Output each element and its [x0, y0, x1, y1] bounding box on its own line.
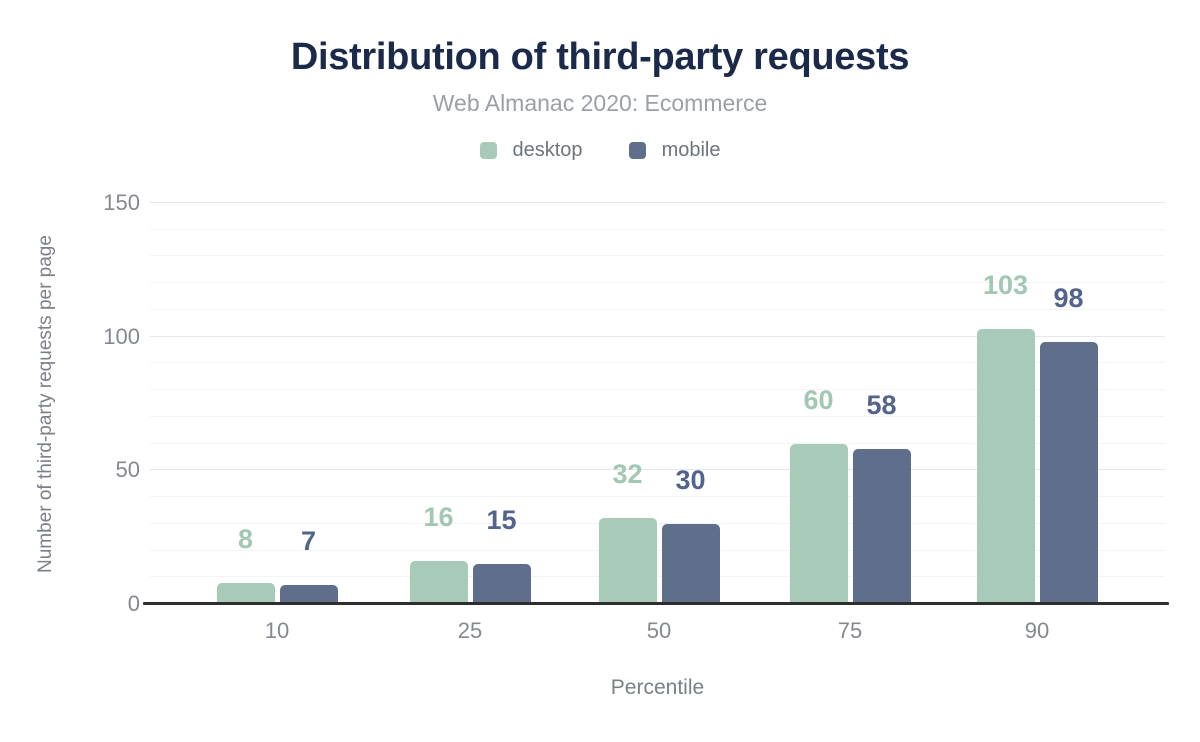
- gridline-y-80: [150, 389, 1165, 391]
- gridline-y-140: [150, 228, 1165, 230]
- bar-value-desktop-p10: 8: [237, 524, 254, 554]
- bar-value-mobile-p50: 30: [675, 465, 706, 495]
- legend: desktop mobile: [0, 139, 1200, 162]
- y-axis-tick-labels: 0 50 100 150: [0, 0, 140, 742]
- bar-mobile-p75[interactable]: [852, 449, 911, 604]
- bar-value-desktop-p90: 103: [982, 270, 1029, 300]
- gridline-y-20: [150, 549, 1165, 551]
- x-axis-title: Percentile: [610, 676, 705, 699]
- gridline-y-40: [150, 496, 1165, 498]
- x-tick-10: 10: [264, 618, 290, 643]
- bar-value-mobile-p75: 58: [866, 390, 897, 420]
- bar-mobile-p50[interactable]: [661, 524, 720, 604]
- bar-value-desktop-p75: 60: [803, 385, 834, 415]
- gridline-y-100: [150, 335, 1165, 337]
- bar-desktop-p25[interactable]: [409, 561, 468, 604]
- bar-mobile-p90[interactable]: [1039, 342, 1098, 604]
- chart-subtitle: Web Almanac 2020: Ecommerce: [432, 90, 768, 116]
- gridline-y-60: [150, 442, 1165, 444]
- chart-title: Distribution of third-party requests: [290, 36, 910, 78]
- bar-desktop-p90[interactable]: [976, 329, 1035, 604]
- gridline-y-130: [150, 255, 1165, 257]
- bar-value-mobile-p10: 7: [300, 526, 317, 556]
- desktop-series-swatch: [479, 142, 497, 159]
- gridline-y-10: [150, 576, 1165, 578]
- y-tick-100: 100: [103, 323, 140, 349]
- x-tick-25: 25: [457, 618, 483, 643]
- bar-desktop-p75[interactable]: [789, 444, 848, 604]
- mobile-series-swatch: [628, 142, 646, 159]
- bar-mobile-p25[interactable]: [472, 564, 531, 604]
- legend-label-desktop: desktop: [512, 139, 583, 161]
- legend-label-mobile: mobile: [661, 139, 721, 161]
- gridline-y-70: [150, 415, 1165, 417]
- gridline-y-90: [150, 362, 1165, 364]
- bar-desktop-p50[interactable]: [598, 518, 657, 604]
- bar-mobile-p10[interactable]: [279, 585, 338, 604]
- gridline-y-150: [150, 202, 1165, 203]
- bar-desktop-p10[interactable]: [216, 583, 275, 604]
- bar-value-desktop-p50: 32: [612, 459, 643, 489]
- x-tick-50: 50: [646, 618, 672, 643]
- x-tick-90: 90: [1024, 618, 1050, 643]
- gridline-y-120: [150, 282, 1165, 284]
- plot-area: 8 7 10 16 15 25 32 30 50 60 58 75 103 98 90: [150, 202, 1165, 643]
- y-tick-50: 50: [115, 457, 140, 483]
- legend-item-desktop[interactable]: desktop: [479, 139, 583, 162]
- x-axis-line: [143, 602, 1169, 605]
- x-tick-75: 75: [837, 618, 863, 643]
- y-tick-0: 0: [127, 591, 140, 616]
- gridline-y-50: [150, 469, 1165, 471]
- y-tick-150: 150: [103, 190, 140, 215]
- bar-value-desktop-p25: 16: [423, 502, 454, 532]
- bar-value-mobile-p25: 15: [486, 505, 517, 535]
- gridline-y-30: [150, 522, 1165, 524]
- bar-value-mobile-p90: 98: [1053, 283, 1084, 313]
- gridline-y-110: [150, 308, 1165, 310]
- legend-item-mobile[interactable]: mobile: [628, 139, 721, 162]
